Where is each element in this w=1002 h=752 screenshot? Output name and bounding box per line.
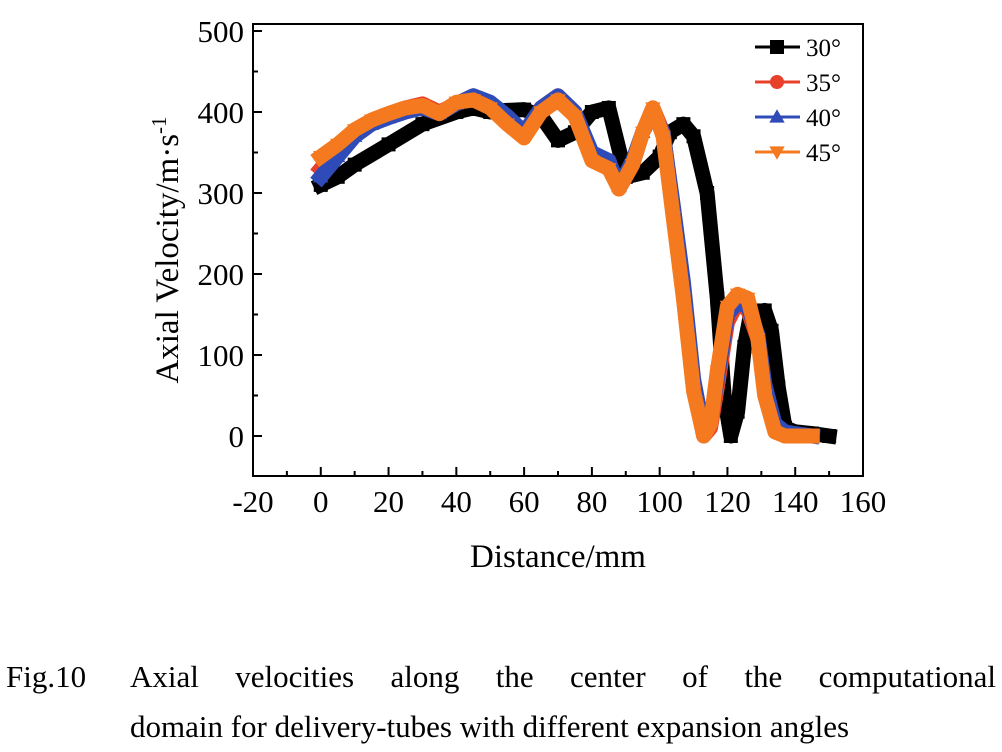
- data-point: [729, 288, 746, 302]
- series-line-1: [310, 100, 838, 445]
- x-tick-label: 40: [441, 484, 472, 519]
- data-point: [550, 94, 566, 108]
- x-tick-label: 140: [772, 484, 819, 519]
- data-point: [601, 163, 617, 177]
- legend-marker: [769, 109, 785, 123]
- data-point: [330, 138, 346, 153]
- figure-caption: Fig.10 Axial velocities along the center…: [0, 652, 1002, 750]
- ticks-layer: [252, 30, 864, 476]
- data-point: [787, 430, 803, 444]
- data-point: [517, 102, 532, 117]
- data-point: [313, 150, 329, 165]
- data-point: [757, 303, 772, 318]
- data-point: [804, 430, 820, 444]
- data-point: [584, 155, 600, 169]
- data-point: [685, 385, 702, 400]
- data-point: [330, 169, 345, 184]
- legend-marker: [770, 75, 784, 89]
- data-point: [516, 132, 532, 146]
- data-point: [676, 117, 691, 132]
- y-axis-title-superscript: -1: [147, 116, 171, 134]
- data-point: [415, 117, 430, 132]
- legend-label: 45°: [806, 140, 841, 167]
- data-point: [777, 430, 793, 444]
- y-tick-label: 500: [198, 14, 245, 49]
- data-point: [533, 106, 549, 120]
- data-point: [482, 102, 498, 116]
- y-tick-label: 0: [229, 419, 245, 454]
- data-point: [347, 157, 362, 172]
- x-tick-label: 120: [704, 484, 751, 519]
- y-tick-label: 300: [198, 176, 245, 211]
- data-point: [363, 114, 380, 128]
- legend-marker: [769, 146, 785, 160]
- labels-layer: -20 0 20 40 60 80 100 120 140 160 0 100 200 300 400 500: [198, 14, 887, 519]
- data-point: [696, 430, 712, 444]
- legend-label: 35°: [806, 70, 841, 97]
- data-point: [499, 118, 515, 132]
- data-point: [448, 96, 465, 110]
- chart-figure: -20 0 20 40 60 80 100 120 140 160 0 100 200 300 400 500…: [147, 14, 887, 575]
- data-point: [665, 211, 681, 225]
- data-point: [635, 126, 651, 140]
- y-axis-title: Axial Velocity/m·s-1: [147, 116, 186, 383]
- data-point: [584, 105, 599, 119]
- data-point: [675, 292, 692, 306]
- data-point: [702, 418, 719, 432]
- data-point: [611, 183, 627, 197]
- data-point: [764, 323, 779, 338]
- legend-label: 40°: [806, 105, 841, 132]
- data-point: [635, 165, 650, 180]
- data-point: [686, 129, 701, 144]
- y-tick-label: 400: [198, 95, 245, 130]
- data-point: [655, 130, 671, 144]
- series-layer: [310, 88, 838, 445]
- data-point: [750, 333, 766, 347]
- x-tick-label: 100: [636, 484, 683, 519]
- data-point: [767, 426, 783, 440]
- data-point: [719, 300, 736, 315]
- data-point: [381, 137, 396, 152]
- x-tick-label: 60: [509, 484, 540, 519]
- data-point: [737, 339, 752, 354]
- data-point: [822, 429, 837, 443]
- legend: 30° 35° 40° 45°: [755, 35, 841, 167]
- y-tick-label: 200: [198, 257, 245, 292]
- x-tick-label: 160: [840, 484, 887, 519]
- data-point: [740, 292, 756, 306]
- data-point: [601, 100, 616, 115]
- data-point: [313, 169, 329, 183]
- data-point: [624, 159, 641, 173]
- x-axis-title: Distance/mm: [470, 539, 646, 575]
- data-point: [567, 110, 583, 124]
- caption-figure-number: Fig.10: [6, 659, 87, 694]
- x-tick-label: 20: [373, 484, 404, 519]
- data-point: [757, 389, 773, 404]
- legend-label: 30°: [806, 35, 841, 62]
- data-point: [551, 133, 565, 148]
- y-axis-title-main: Axial Velocity/m·s: [150, 134, 186, 384]
- data-point: [346, 124, 363, 138]
- data-point: [723, 429, 738, 443]
- y-tick-label: 100: [198, 338, 245, 373]
- caption-text-1: Axial velocities along the center of the…: [130, 659, 996, 694]
- caption-text-2: domain for delivery-tubes with different…: [130, 709, 850, 744]
- data-point: [645, 102, 661, 116]
- x-tick-label: -20: [232, 484, 273, 519]
- data-point: [700, 186, 715, 200]
- data-point: [709, 365, 725, 379]
- data-point: [330, 148, 346, 163]
- x-tick-label: 80: [576, 484, 607, 519]
- data-point: [414, 99, 431, 114]
- data-point: [771, 380, 786, 395]
- data-point: [380, 108, 397, 122]
- data-point: [431, 108, 448, 122]
- x-tick-label: 0: [313, 484, 329, 519]
- data-point: [397, 102, 414, 116]
- data-point: [730, 404, 745, 419]
- line-chart: -20 0 20 40 60 80 100 120 140 160 0 100 200 300 400 500…: [147, 14, 887, 575]
- data-point: [465, 94, 481, 108]
- legend-marker: [770, 40, 784, 54]
